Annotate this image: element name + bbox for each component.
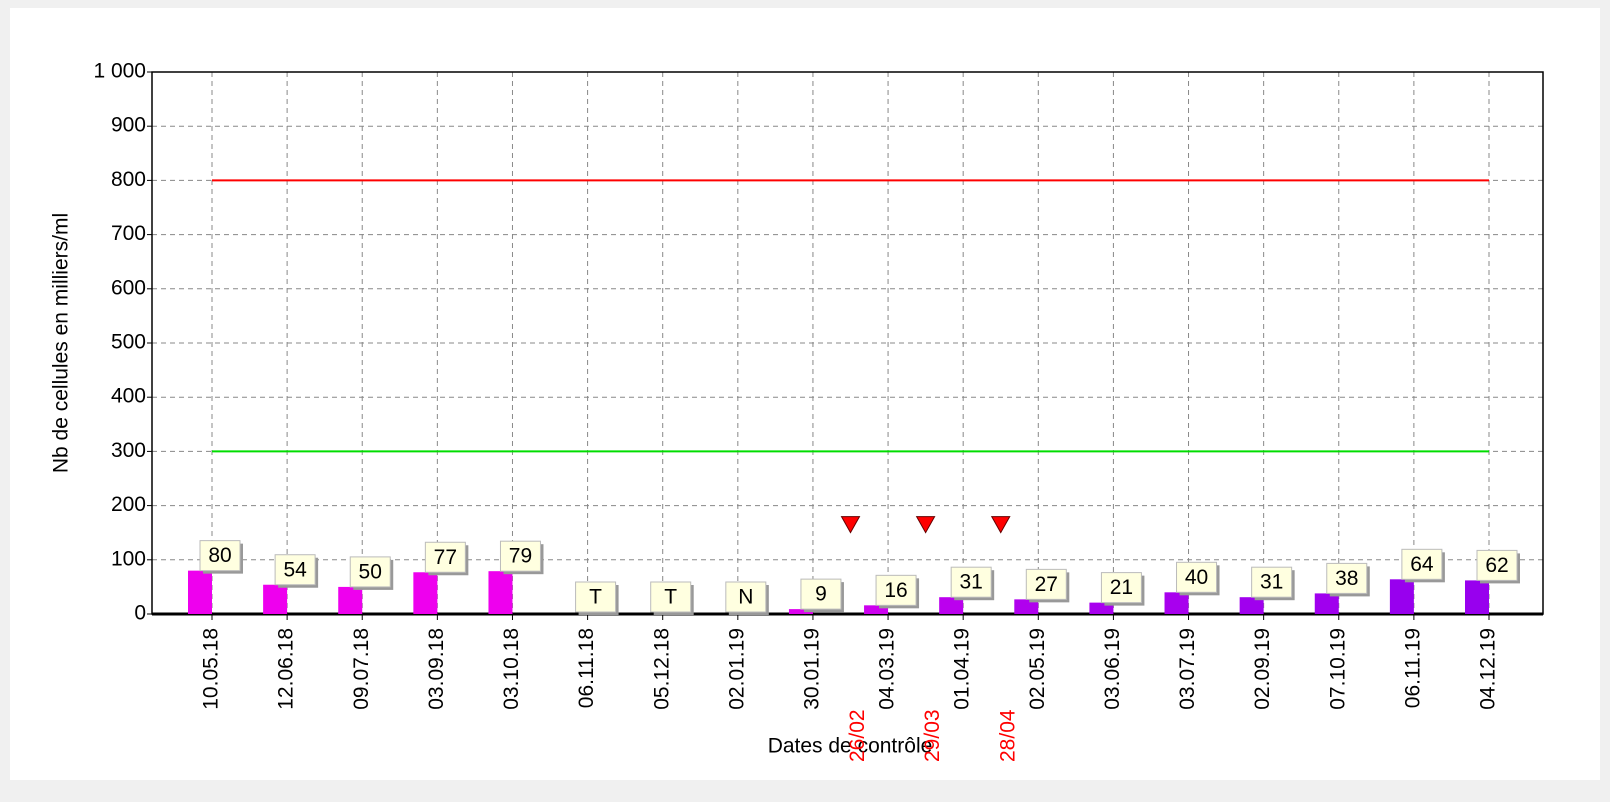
data-label: 79 bbox=[509, 545, 532, 568]
event-label: 26/02 bbox=[846, 709, 869, 762]
x-tick-label: 06.11.19 bbox=[1401, 628, 1424, 708]
x-tick-label: 05.12.18 bbox=[650, 628, 673, 710]
event-marker bbox=[990, 516, 1011, 534]
data-label: 27 bbox=[1035, 573, 1058, 596]
x-tick-label: 30.01.19 bbox=[800, 628, 823, 710]
y-tick-label: 100 bbox=[111, 547, 146, 570]
event-label: 28/04 bbox=[996, 709, 1019, 762]
label-box bbox=[575, 581, 617, 613]
x-tick-label: 07.10.19 bbox=[1326, 628, 1349, 710]
label-box bbox=[274, 554, 316, 586]
x-tick-label: 02.09.19 bbox=[1251, 628, 1274, 710]
event-label: 29/03 bbox=[921, 709, 944, 762]
data-label: 77 bbox=[434, 546, 457, 569]
x-tick-label: 12.06.18 bbox=[275, 628, 298, 710]
bar bbox=[864, 605, 889, 614]
x-tick-label: 06.11.18 bbox=[575, 628, 598, 708]
x-tick-label: 01.04.19 bbox=[951, 628, 974, 710]
y-tick-label: 900 bbox=[111, 114, 146, 137]
bar bbox=[1239, 597, 1264, 614]
event-marker bbox=[915, 516, 936, 534]
label-box bbox=[650, 581, 692, 613]
x-tick-label: 02.01.19 bbox=[725, 628, 748, 710]
data-label: 62 bbox=[1485, 554, 1508, 577]
bar bbox=[413, 572, 438, 614]
data-label: 9 bbox=[815, 583, 827, 606]
label-box bbox=[1401, 548, 1443, 580]
x-tick-label: 03.07.19 bbox=[1176, 628, 1199, 710]
x-axis-title: Dates de contrôle bbox=[768, 735, 933, 758]
y-tick-label: 1 000 bbox=[93, 60, 146, 83]
data-label: 64 bbox=[1410, 553, 1434, 576]
event-marker bbox=[840, 516, 861, 534]
label-box bbox=[875, 574, 917, 606]
y-tick-label: 800 bbox=[111, 168, 146, 191]
data-label: N bbox=[738, 586, 753, 609]
y-tick-label: 300 bbox=[111, 439, 146, 462]
label-box bbox=[499, 540, 541, 572]
data-label: 31 bbox=[959, 571, 982, 594]
panel bbox=[10, 8, 1600, 780]
label-box bbox=[199, 540, 241, 572]
data-label: 16 bbox=[884, 579, 907, 602]
bar bbox=[1164, 592, 1189, 614]
bar bbox=[1014, 599, 1039, 614]
label-box bbox=[1251, 566, 1293, 598]
bar bbox=[1314, 593, 1339, 614]
label-box bbox=[800, 578, 842, 610]
bar bbox=[788, 609, 813, 614]
y-tick-label: 200 bbox=[111, 493, 146, 516]
data-label: 80 bbox=[208, 544, 231, 567]
bar bbox=[188, 570, 212, 614]
data-label: 21 bbox=[1110, 576, 1133, 599]
x-tick-label: 03.06.19 bbox=[1101, 628, 1124, 710]
label-box bbox=[1326, 562, 1368, 594]
bar bbox=[338, 586, 363, 614]
bar bbox=[488, 571, 513, 614]
bar bbox=[263, 584, 288, 614]
x-tick-label: 04.03.19 bbox=[876, 628, 899, 710]
label-box bbox=[950, 566, 992, 598]
y-tick-label: 500 bbox=[111, 331, 146, 354]
x-tick-label: 02.05.19 bbox=[1026, 628, 1049, 710]
label-box bbox=[349, 556, 391, 588]
data-label: T bbox=[664, 586, 677, 609]
label-box bbox=[424, 541, 466, 573]
x-tick-label: 10.05.18 bbox=[200, 628, 223, 710]
label-box bbox=[1476, 549, 1518, 581]
data-label: T bbox=[589, 586, 602, 609]
bar bbox=[1389, 579, 1414, 614]
label-box bbox=[725, 581, 767, 613]
label-box bbox=[1025, 568, 1067, 600]
x-tick-label: 03.10.18 bbox=[500, 628, 523, 710]
bar bbox=[1465, 580, 1489, 614]
data-label: 40 bbox=[1185, 566, 1208, 589]
y-axis-title: Nb de cellules en milliers/ml bbox=[50, 213, 73, 473]
bar bbox=[939, 597, 964, 614]
y-tick-label: 400 bbox=[111, 385, 146, 408]
data-label: 50 bbox=[359, 560, 382, 583]
x-tick-label: 09.07.18 bbox=[350, 628, 373, 710]
y-tick-label: 600 bbox=[111, 276, 146, 299]
x-tick-label: 04.12.19 bbox=[1477, 628, 1500, 710]
data-label: 54 bbox=[283, 558, 307, 581]
y-tick-label: 0 bbox=[134, 602, 146, 625]
label-box bbox=[1176, 561, 1218, 593]
label-box bbox=[1100, 572, 1142, 604]
bar bbox=[1089, 602, 1114, 614]
x-tick-label: 03.09.18 bbox=[425, 628, 448, 710]
data-label: 38 bbox=[1335, 567, 1358, 590]
data-label: 31 bbox=[1260, 571, 1283, 594]
y-tick-label: 700 bbox=[111, 222, 146, 245]
